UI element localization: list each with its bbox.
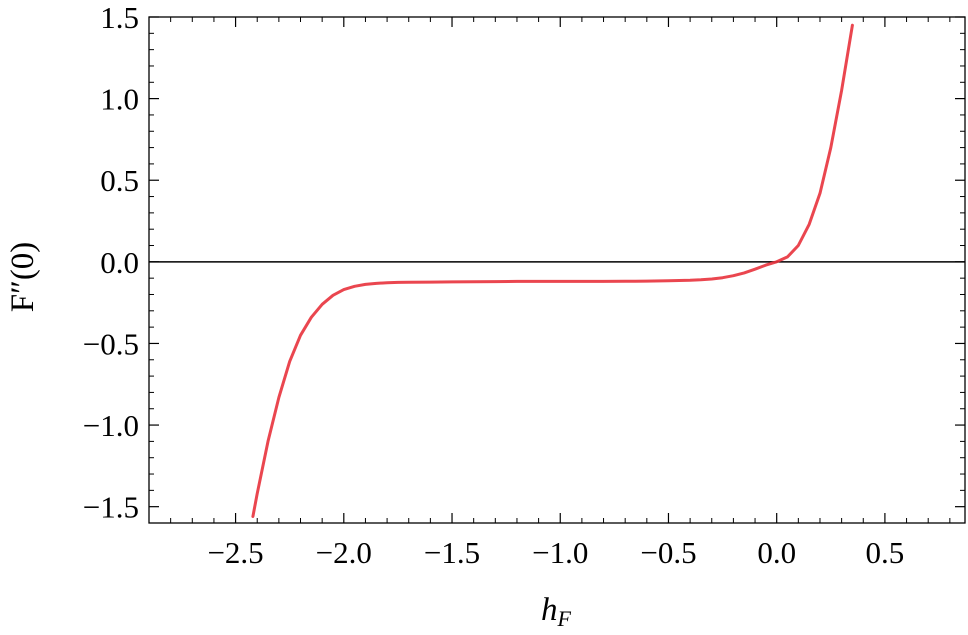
x-tick-label: −1.5 [424, 535, 480, 570]
x-tick-label: −2.0 [316, 535, 372, 570]
x-tick-label: 0.5 [866, 535, 905, 570]
x-tick-label: −2.5 [207, 535, 263, 570]
y-tick-label: −1.0 [83, 408, 139, 443]
series-line [251, 23, 854, 518]
y-tick-label: −0.5 [83, 326, 139, 361]
x-tick-label: −1.0 [532, 535, 588, 570]
y-tick-label: 0.0 [100, 245, 139, 280]
y-tick-label: 0.5 [100, 163, 139, 198]
y-tick-label: −1.5 [83, 490, 139, 525]
x-tick-label: −0.5 [640, 535, 696, 570]
x-axis-title-subscript: F [557, 606, 572, 631]
series-group [251, 23, 854, 518]
x-axis-title: hF [541, 592, 572, 631]
x-axis-ticks: −2.5 −2.0 −1.5 −1.0 −0.5 0.0 0.5 [148, 17, 951, 570]
y-axis-title: F″(0) [5, 242, 41, 313]
y-tick-label: 1.5 [100, 0, 139, 35]
plot-frame [148, 16, 966, 524]
x-axis-title-main: h [541, 592, 558, 628]
y-tick-label: 1.0 [100, 82, 139, 117]
x-tick-label: 0.0 [757, 535, 796, 570]
y-axis-ticks: 1.5 1.0 0.5 0.0 −0.5 −1.0 −1.5 [83, 0, 965, 525]
